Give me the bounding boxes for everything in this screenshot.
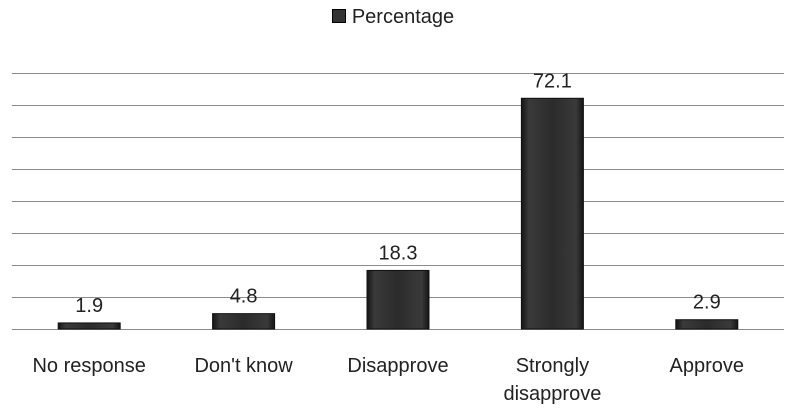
bar-4 [675,319,739,330]
data-label-3: 72.1 [533,70,572,92]
bar-1 [212,313,276,330]
category-label-2: Disapprove [347,355,448,377]
category-label-4: Approve [670,355,745,377]
bar-0 [57,322,121,330]
bar-2 [366,269,430,330]
bar-3 [520,97,584,330]
data-label-0: 1.9 [75,295,103,317]
category-label-3: Strongly disapprove [503,355,601,405]
data-label-4: 2.9 [693,292,721,314]
legend-swatch-icon [331,8,346,23]
legend: Percentage [0,6,786,29]
category-label-1: Don't know [194,355,293,377]
data-label-1: 4.8 [230,286,258,308]
category-label-0: No response [32,355,145,377]
legend-label: Percentage [351,6,455,28]
data-label-2: 18.3 [379,242,418,264]
